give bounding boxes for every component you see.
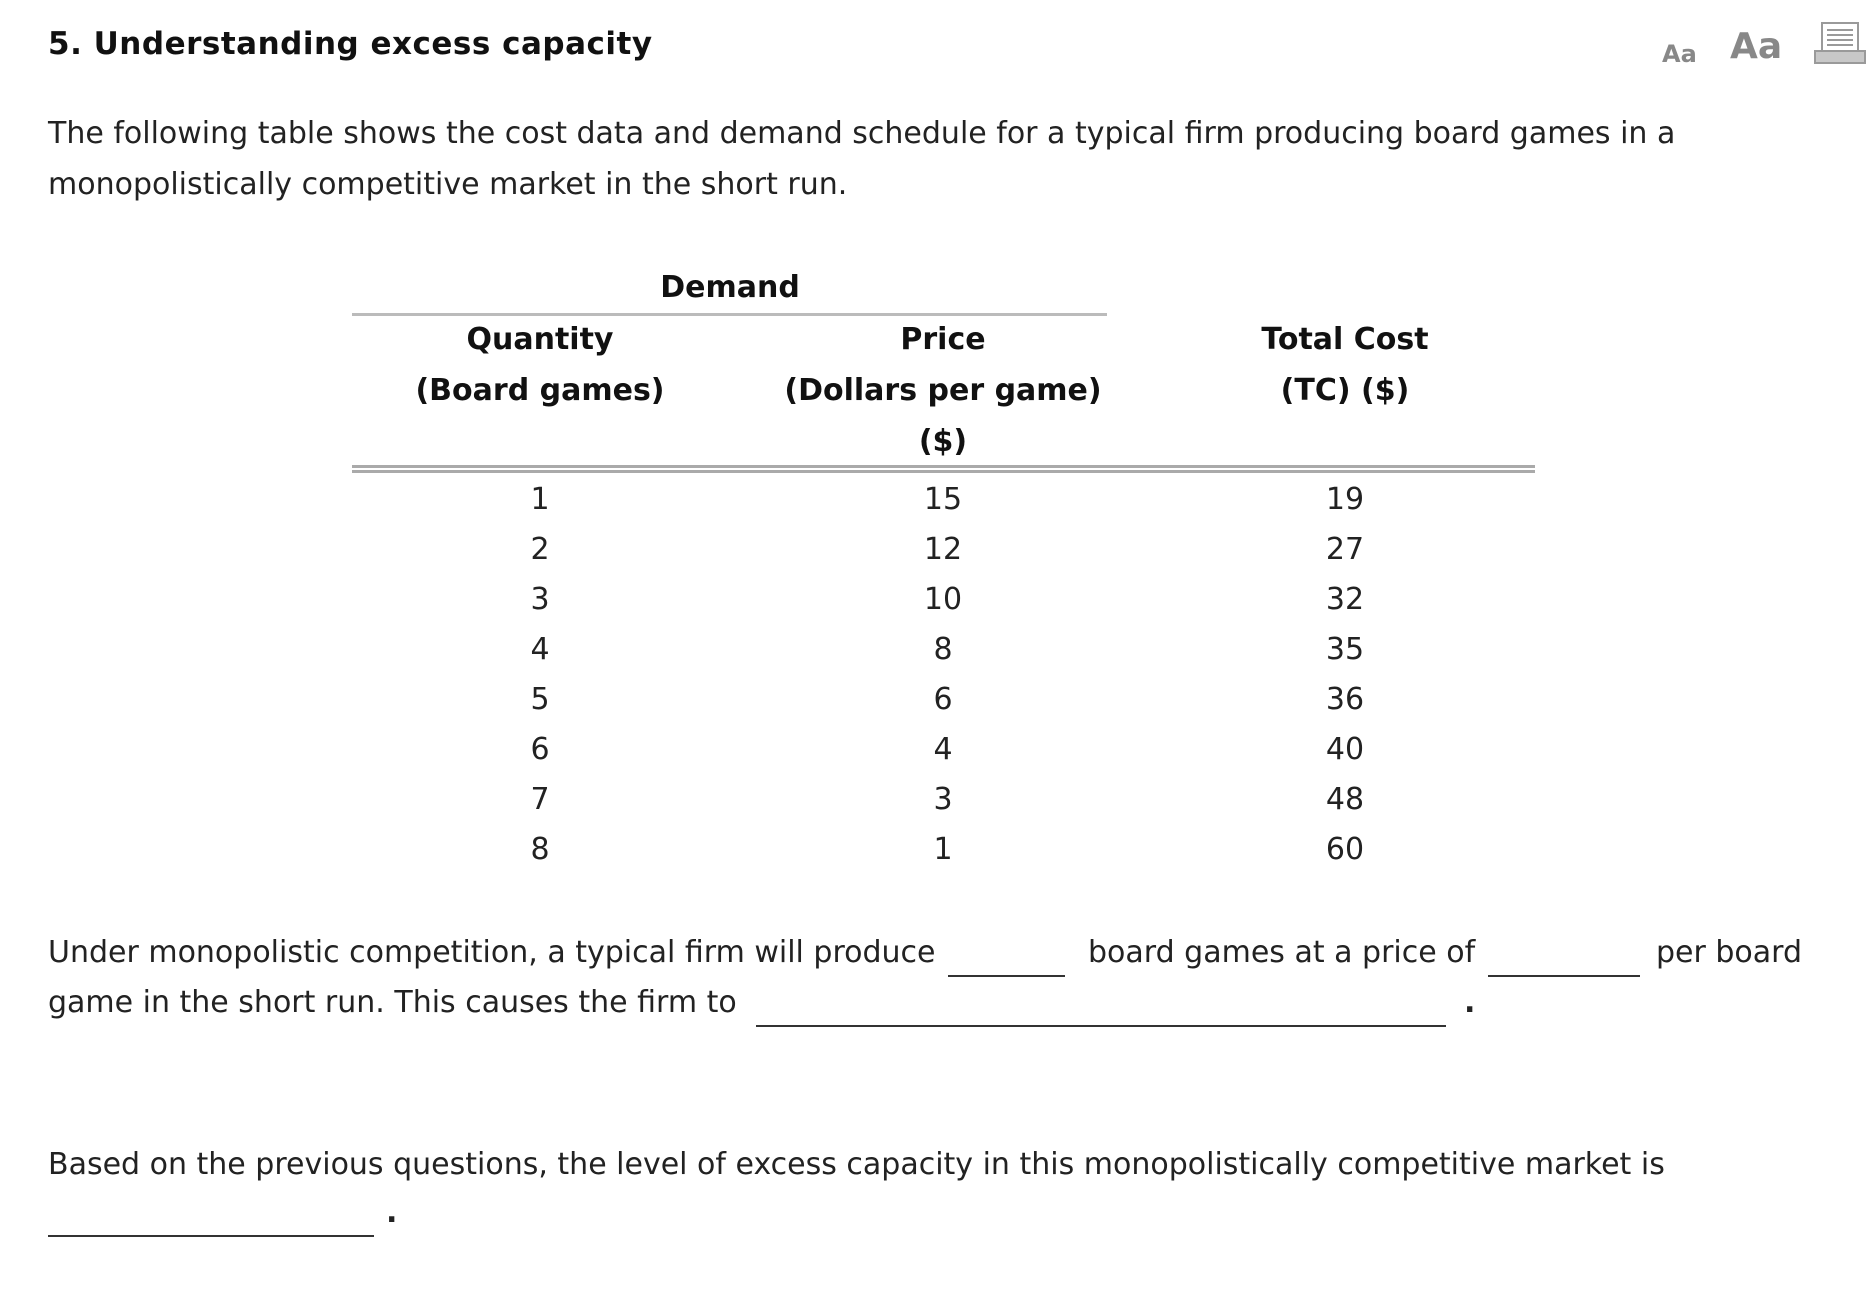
price-cell: 6 [933, 682, 953, 717]
question-2-text: Based on the previous questions, the lev… [48, 1147, 1665, 1182]
quantity-header-line1: Quantity [466, 322, 614, 357]
quantity-cell: 2 [530, 532, 550, 567]
font-size-small-button[interactable]: Aa [1662, 40, 1697, 68]
total-cost-cell: 19 [1325, 482, 1365, 517]
quantity-cell: 4 [530, 632, 550, 667]
quantity-cell: 5 [530, 682, 550, 717]
excess-capacity-answer-dropdown[interactable] [48, 1205, 374, 1237]
question-1-text-part1: Under monopolistic competition, a typica… [48, 935, 936, 970]
toolbar: Aa Aa [1612, 20, 1872, 80]
quantity-answer-dropdown[interactable] [948, 945, 1065, 977]
demand-group-rule [352, 313, 1107, 316]
intro-paragraph: The following table shows the cost data … [48, 116, 1676, 202]
page-title: 5. Understanding excess capacity [48, 26, 653, 62]
question-1-text-part3: per board [1656, 935, 1803, 970]
quantity-cell: 8 [530, 832, 550, 867]
quantity-cell: 1 [530, 482, 550, 517]
question-2-period: . [386, 1195, 398, 1230]
price-header-line3: ($) [918, 424, 968, 459]
price-header-line1: Price [900, 322, 986, 357]
total-cost-header-line1: Total Cost [1261, 322, 1429, 357]
price-cell: 1 [933, 832, 953, 867]
quantity-header-line2: (Board games) [415, 373, 665, 408]
total-cost-cell: 36 [1325, 682, 1365, 717]
demand-group-header: Demand [660, 270, 800, 305]
question-1-text-part4: game in the short run. This causes the f… [48, 985, 737, 1020]
total-cost-cell: 27 [1325, 532, 1365, 567]
price-answer-dropdown[interactable] [1488, 945, 1640, 977]
total-cost-header-line2: (TC) ($) [1280, 373, 1410, 408]
font-size-large-button[interactable]: Aa [1730, 26, 1783, 67]
price-cell: 8 [933, 632, 953, 667]
price-cell: 12 [923, 532, 963, 567]
total-cost-cell: 32 [1325, 582, 1365, 617]
price-cell: 4 [933, 732, 953, 767]
outcome-answer-dropdown[interactable] [756, 995, 1446, 1027]
quantity-cell: 3 [530, 582, 550, 617]
price-cell: 15 [923, 482, 963, 517]
question-1-period: . [1464, 985, 1476, 1020]
price-header-line2: (Dollars per game) [784, 373, 1102, 408]
quantity-cell: 7 [530, 782, 550, 817]
total-cost-cell: 35 [1325, 632, 1365, 667]
quantity-cell: 6 [530, 732, 550, 767]
printer-icon[interactable] [1814, 22, 1866, 66]
header-rule-bottom [352, 470, 1535, 473]
total-cost-cell: 48 [1325, 782, 1365, 817]
header-rule-top [352, 465, 1535, 468]
total-cost-cell: 60 [1325, 832, 1365, 867]
total-cost-cell: 40 [1325, 732, 1365, 767]
price-cell: 10 [923, 582, 963, 617]
question-1-text-part2: board games at a price of [1088, 935, 1476, 970]
price-cell: 3 [933, 782, 953, 817]
